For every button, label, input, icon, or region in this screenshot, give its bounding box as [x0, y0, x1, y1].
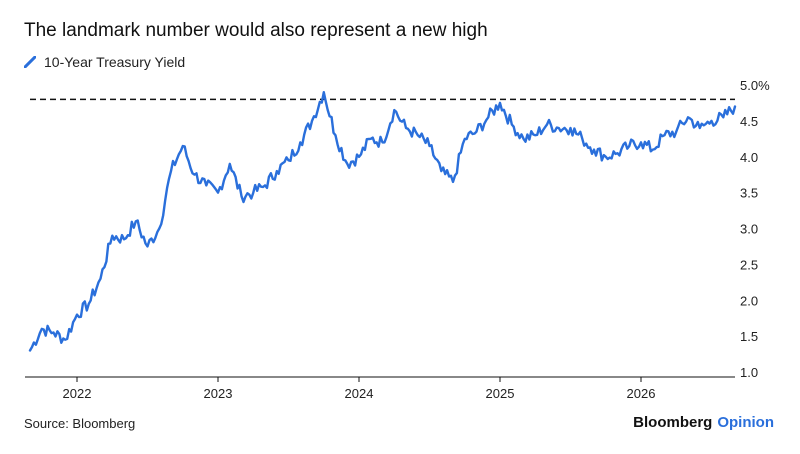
source-note: Source: Bloomberg: [24, 416, 136, 431]
y-tick-label: 4.0: [740, 150, 758, 165]
brand-logo: Bloomberg Opinion: [633, 414, 774, 431]
series-line-0: [28, 91, 737, 352]
legend-swatch: [24, 56, 36, 68]
x-tick-label: 2026: [627, 386, 656, 401]
y-tick-label: 5.0%: [740, 78, 770, 93]
y-tick-label: 1.5: [740, 329, 758, 344]
y-tick-label: 4.5: [740, 114, 758, 129]
x-tick-label: 2024: [345, 386, 374, 401]
y-tick-label: 2.5: [740, 257, 758, 272]
y-tick-label: 2.0: [740, 293, 758, 308]
x-tick-label: 2022: [63, 386, 92, 401]
chart-title: The landmark number would also represent…: [24, 20, 488, 41]
x-tick-label: 2023: [204, 386, 233, 401]
legend: 10-Year Treasury Yield: [24, 54, 185, 70]
brand-section: Opinion: [717, 414, 774, 431]
y-tick-label: 3.0: [740, 222, 758, 237]
brand-name: Bloomberg: [633, 414, 713, 431]
y-tick-label: 1.0: [740, 365, 758, 380]
y-tick-label: 3.5: [740, 186, 758, 201]
legend-label: 10-Year Treasury Yield: [44, 54, 186, 70]
x-tick-label: 2025: [486, 386, 515, 401]
